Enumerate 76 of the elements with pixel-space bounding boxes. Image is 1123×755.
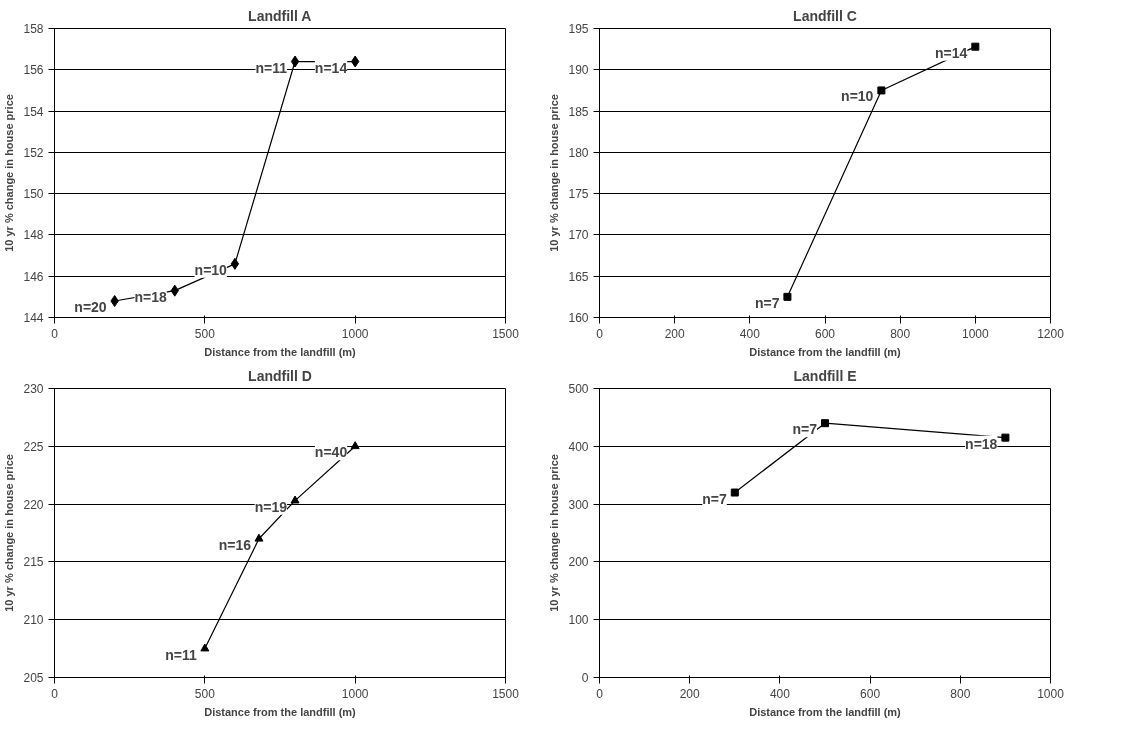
annotation: n=7 bbox=[754, 294, 780, 311]
chart-title: Landfill D bbox=[248, 367, 312, 384]
y-tick-label: 150 bbox=[23, 187, 44, 202]
x-tick-label: 1000 bbox=[961, 326, 990, 341]
x-tick-label: 200 bbox=[664, 326, 685, 341]
y-tick-label: 175 bbox=[568, 187, 589, 202]
x-axis-title: Distance from the landfill (m) bbox=[204, 705, 357, 718]
y-tick-label: 215 bbox=[23, 555, 44, 570]
y-tick-label: 146 bbox=[23, 269, 44, 284]
y-tick-label: 170 bbox=[568, 228, 589, 243]
x-tick-label: 1000 bbox=[341, 686, 369, 701]
x-tick-label: 0 bbox=[51, 686, 59, 701]
x-tick-label: 400 bbox=[769, 686, 791, 701]
chart-title: Landfill A bbox=[248, 7, 312, 24]
annotation: n=19 bbox=[254, 498, 288, 515]
y-axis-title: 10 yr % change in house price bbox=[548, 454, 561, 612]
y-tick-label: 220 bbox=[23, 497, 44, 512]
y-tick-label: 0 bbox=[581, 671, 589, 685]
annotation: n=11 bbox=[255, 59, 288, 76]
annotation: n=7 bbox=[702, 490, 728, 507]
y-tick-label: 158 bbox=[23, 22, 44, 36]
chart-title: Landfill C bbox=[793, 7, 857, 24]
y-tick-label: 160 bbox=[568, 311, 589, 325]
y-tick-label: 148 bbox=[23, 228, 44, 243]
annotation: n=10 bbox=[194, 261, 228, 278]
x-tick-label: 500 bbox=[194, 686, 216, 701]
x-axis-title: Distance from the landfill (m) bbox=[749, 345, 902, 358]
x-tick-label: 800 bbox=[890, 326, 911, 341]
y-tick-label: 210 bbox=[23, 613, 44, 628]
y-axis-title: 10 yr % change in house price bbox=[3, 94, 16, 252]
y-tick-label: 195 bbox=[568, 22, 589, 36]
y-axis-title: 10 yr % change in house price bbox=[548, 94, 561, 252]
annotation: n=11 bbox=[165, 646, 198, 663]
x-tick-label: 500 bbox=[194, 326, 216, 341]
x-tick-label: 1500 bbox=[492, 686, 520, 701]
x-axis-title: Distance from the landfill (m) bbox=[749, 705, 902, 718]
x-tick-label: 400 bbox=[739, 326, 761, 341]
y-tick-label: 154 bbox=[23, 104, 44, 119]
x-tick-label: 1000 bbox=[341, 326, 369, 341]
chart-title: Landfill E bbox=[793, 367, 857, 384]
x-tick-label: 1200 bbox=[1037, 326, 1065, 341]
x-tick-label: 600 bbox=[860, 686, 881, 701]
annotation: n=14 bbox=[935, 44, 968, 61]
y-tick-label: 400 bbox=[568, 439, 589, 454]
y-tick-label: 230 bbox=[23, 382, 44, 396]
y-tick-label: 185 bbox=[568, 104, 589, 119]
annotation: n=14 bbox=[314, 59, 348, 76]
x-tick-label: 0 bbox=[51, 326, 59, 341]
y-tick-label: 165 bbox=[568, 269, 589, 284]
y-tick-label: 190 bbox=[568, 63, 589, 78]
annotation: n=16 bbox=[218, 536, 252, 553]
x-tick-label: 0 bbox=[596, 326, 604, 341]
y-tick-label: 200 bbox=[568, 555, 589, 570]
x-tick-label: 600 bbox=[814, 326, 836, 341]
x-tick-label: 800 bbox=[950, 686, 971, 701]
x-tick-label: 1000 bbox=[1037, 686, 1065, 701]
y-tick-label: 205 bbox=[23, 671, 44, 685]
x-tick-label: 200 bbox=[679, 686, 701, 701]
annotation: n=20 bbox=[74, 298, 107, 315]
y-axis-title: 10 yr % change in house price bbox=[3, 454, 16, 612]
y-tick-label: 225 bbox=[23, 439, 44, 454]
y-tick-label: 152 bbox=[23, 145, 44, 160]
y-tick-label: 500 bbox=[568, 382, 589, 396]
annotation: n=40 bbox=[314, 444, 348, 461]
y-tick-label: 156 bbox=[23, 63, 44, 78]
annotation: n=10 bbox=[841, 88, 874, 105]
y-tick-label: 180 bbox=[568, 145, 589, 160]
x-tick-label: 0 bbox=[596, 686, 604, 701]
x-tick-label: 1500 bbox=[492, 326, 520, 341]
x-axis-title: Distance from the landfill (m) bbox=[204, 345, 357, 358]
y-tick-label: 100 bbox=[568, 613, 589, 628]
y-tick-label: 144 bbox=[23, 311, 44, 325]
annotation: n=18 bbox=[965, 435, 998, 452]
annotation: n=7 bbox=[792, 421, 818, 438]
y-tick-label: 300 bbox=[568, 497, 589, 512]
annotation: n=18 bbox=[134, 288, 167, 305]
